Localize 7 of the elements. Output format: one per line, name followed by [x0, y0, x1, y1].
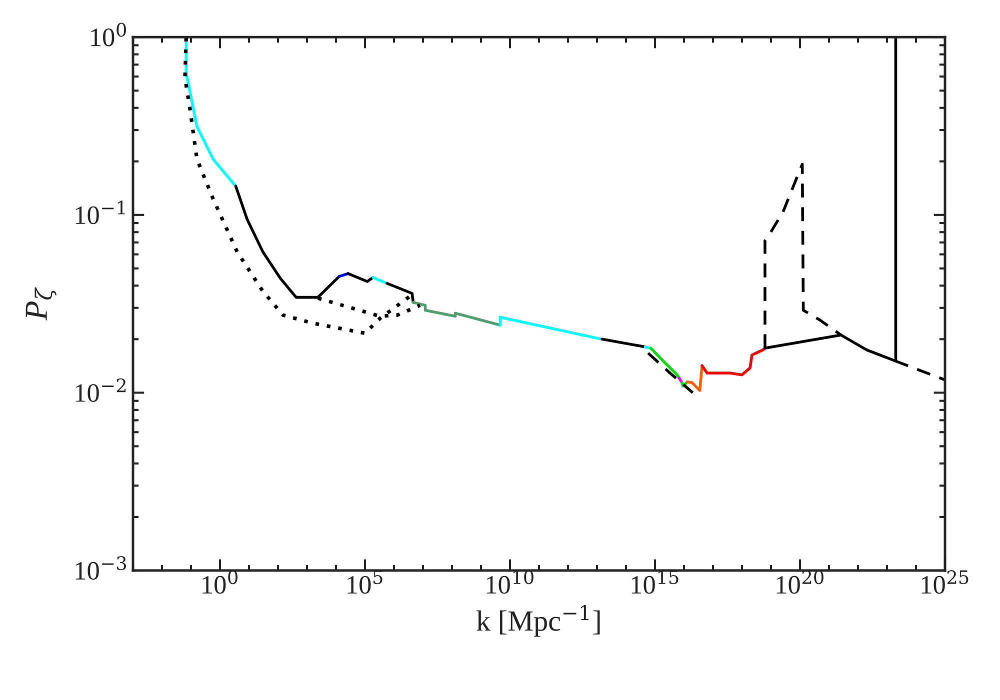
- y-tick-label: 10$^{−1}$: [76, 200, 125, 224]
- y-tick-label: 10$^{−3}$: [76, 556, 126, 580]
- y-tick-label: 10$^{−2}$: [76, 378, 126, 402]
- y-axis-title: P$_{ζ}$: [26, 287, 56, 320]
- x-tick-label: 10$^{25}$: [922, 570, 968, 594]
- x-axis-title: k [Mpc$^{−1}$]: [476, 604, 600, 637]
- y-tick-label: 10$^{0}$: [91, 22, 126, 46]
